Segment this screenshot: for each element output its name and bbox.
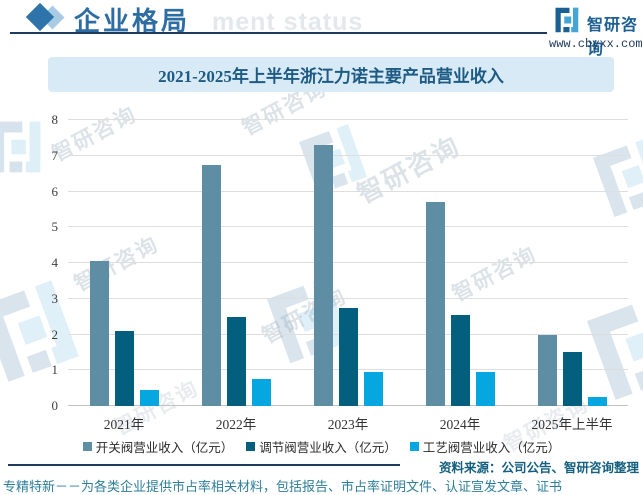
bar	[139, 389, 159, 406]
bar-group-2024年	[404, 120, 516, 406]
bar-group-2022年	[180, 120, 292, 406]
y-tick-label: 6	[51, 183, 59, 199]
x-tick-label: 2021年	[103, 417, 145, 432]
footer-divider	[8, 464, 400, 466]
gridline	[68, 119, 628, 120]
section-title: 企业格局	[74, 7, 191, 36]
bar-group-2025年上半年	[516, 120, 628, 406]
data-source: 资料来源：公司公告、智研咨询整理	[438, 461, 639, 475]
header-bg-watermark: ment status	[212, 8, 364, 36]
brand-logo-icon	[552, 6, 580, 39]
bar	[475, 372, 495, 406]
bar	[587, 397, 607, 406]
y-tick-label: 8	[51, 112, 59, 127]
bar	[450, 314, 470, 406]
y-tick-label: 0	[51, 398, 59, 413]
y-axis: 0 1 2 3 4 5 6 7 8	[36, 112, 62, 413]
brand-url-link[interactable]: www.chyxx.com	[549, 37, 643, 51]
legend-label: 工艺阀营业收入（亿元）	[422, 441, 561, 455]
bar-groups	[68, 120, 628, 406]
gridline	[68, 154, 628, 156]
bar	[425, 202, 445, 406]
brand-name: 智研咨询	[587, 17, 639, 58]
gridline	[68, 297, 628, 299]
bar	[537, 334, 557, 406]
bar	[562, 352, 582, 406]
legend-item: 工艺阀营业收入（亿元）	[409, 437, 561, 456]
bar	[338, 307, 358, 406]
gridline	[68, 190, 628, 192]
x-tick-label: 2022年	[215, 417, 257, 432]
y-tick-label: 7	[51, 147, 59, 163]
bar	[201, 164, 221, 406]
y-tick-label: 3	[51, 290, 59, 306]
bar	[89, 261, 109, 406]
legend-swatch-icon	[82, 442, 92, 451]
legend-swatch-icon	[246, 442, 256, 451]
legend-item: 开关阀营业收入（亿元）	[82, 437, 234, 456]
y-tick-label: 5	[51, 219, 59, 235]
y-tick-label: 2	[51, 326, 59, 342]
bar	[226, 316, 246, 406]
legend-label: 开关阀营业收入（亿元）	[95, 441, 234, 455]
x-tick-label: 2024年	[439, 417, 481, 432]
bar-group-2023年	[292, 120, 404, 406]
footer-note: 专精特新－－为各类企业提供市占率相关材料，包括报告、市占率证明文件、认证宣发文章…	[3, 479, 563, 494]
legend-item: 调节阀营业收入（亿元）	[246, 437, 397, 456]
header-divider	[10, 32, 547, 34]
bar-group-2021年	[68, 120, 180, 406]
bar	[313, 145, 333, 406]
bar	[114, 330, 134, 406]
gridline	[68, 226, 628, 228]
bar	[251, 379, 271, 406]
chart-title-banner: 2021-2025年上半年浙江力诺主要产品营业收入	[48, 57, 614, 92]
chart-title: 2021-2025年上半年浙江力诺主要产品营业收入	[158, 67, 504, 86]
legend: 开关阀营业收入（亿元） 调节阀营业收入（亿元） 工艺阀营业收入（亿元）	[0, 437, 643, 456]
legend-label: 调节阀营业收入（亿元）	[259, 441, 397, 455]
x-tick-label: 2025年上半年	[531, 417, 613, 432]
x-axis: 2021年 2022年 2023年 2024年 2025年上半年	[68, 413, 628, 433]
x-tick-label: 2023年	[327, 417, 369, 432]
gridline	[68, 262, 628, 263]
y-tick-label: 1	[51, 362, 59, 378]
bar	[363, 372, 383, 406]
legend-swatch-icon	[409, 442, 419, 451]
y-tick-label: 4	[51, 255, 59, 270]
